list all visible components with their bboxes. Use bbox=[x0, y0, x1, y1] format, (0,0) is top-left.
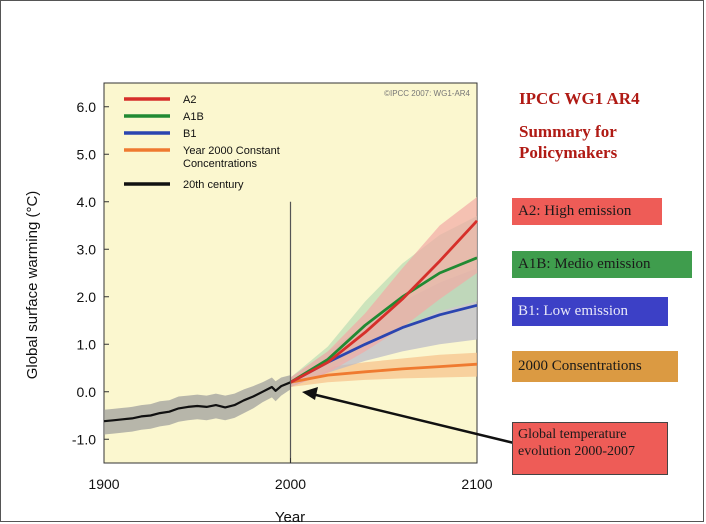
y-tick-label: 2.0 bbox=[77, 289, 97, 305]
legend-label-year-2000-constant-line2: Concentrations bbox=[183, 158, 257, 170]
legend-label-20th-century: 20th century bbox=[183, 179, 244, 191]
x-tick-label: 2000 bbox=[275, 476, 306, 492]
slide-subtitle-line1: Summary for bbox=[519, 122, 617, 141]
band-a2 bbox=[290, 197, 477, 387]
legend-label-b1: B1 bbox=[183, 128, 196, 140]
y-tick-label: 0.0 bbox=[77, 384, 97, 400]
slide-title: IPCC WG1 AR4 bbox=[519, 89, 640, 108]
label-a2: A2: High emission bbox=[512, 198, 662, 225]
series-line-a2 bbox=[289, 219, 479, 384]
x-axis-label: Year bbox=[275, 509, 305, 524]
annotation-arrowhead bbox=[302, 387, 318, 400]
x-tick-label: 1900 bbox=[88, 476, 119, 492]
annotation-line1: Global temperature bbox=[518, 427, 627, 442]
label-b1: B1: Low emission bbox=[512, 297, 668, 326]
label-a1b: A1B: Medio emission bbox=[512, 251, 692, 278]
y-tick-label: 3.0 bbox=[77, 241, 97, 257]
slide-subtitle-line2: Policymakers bbox=[519, 143, 618, 162]
legend-label-year-2000-constant: Year 2000 Constant bbox=[183, 145, 280, 157]
y-tick-label: 4.0 bbox=[77, 194, 97, 210]
annotation-line2: evolution 2000-2007 bbox=[518, 444, 636, 459]
band-20th-century bbox=[104, 375, 291, 435]
annotation-arrow bbox=[311, 392, 515, 445]
legend-label-a2: A2 bbox=[183, 94, 196, 106]
y-tick-label: 6.0 bbox=[77, 99, 97, 115]
copyright-text: ©IPCC 2007: WG1-AR4 bbox=[384, 89, 470, 98]
x-tick-label: 2100 bbox=[461, 476, 492, 492]
y-tick-label: -1.0 bbox=[72, 431, 96, 447]
y-axis-label: Global surface warming (°C) bbox=[24, 191, 41, 380]
y-tick-label: 1.0 bbox=[77, 336, 97, 352]
label-2000: 2000 Consentrations bbox=[512, 351, 678, 382]
legend-label-a1b: A1B bbox=[183, 111, 204, 123]
series-line-20th-century bbox=[103, 381, 291, 423]
annotation-box: Global temperature evolution 2000-2007 bbox=[512, 422, 668, 475]
y-tick-label: 5.0 bbox=[77, 146, 97, 162]
series-line-year-2000-constant-concentrations bbox=[290, 362, 478, 384]
series-line-a1b bbox=[289, 256, 478, 384]
